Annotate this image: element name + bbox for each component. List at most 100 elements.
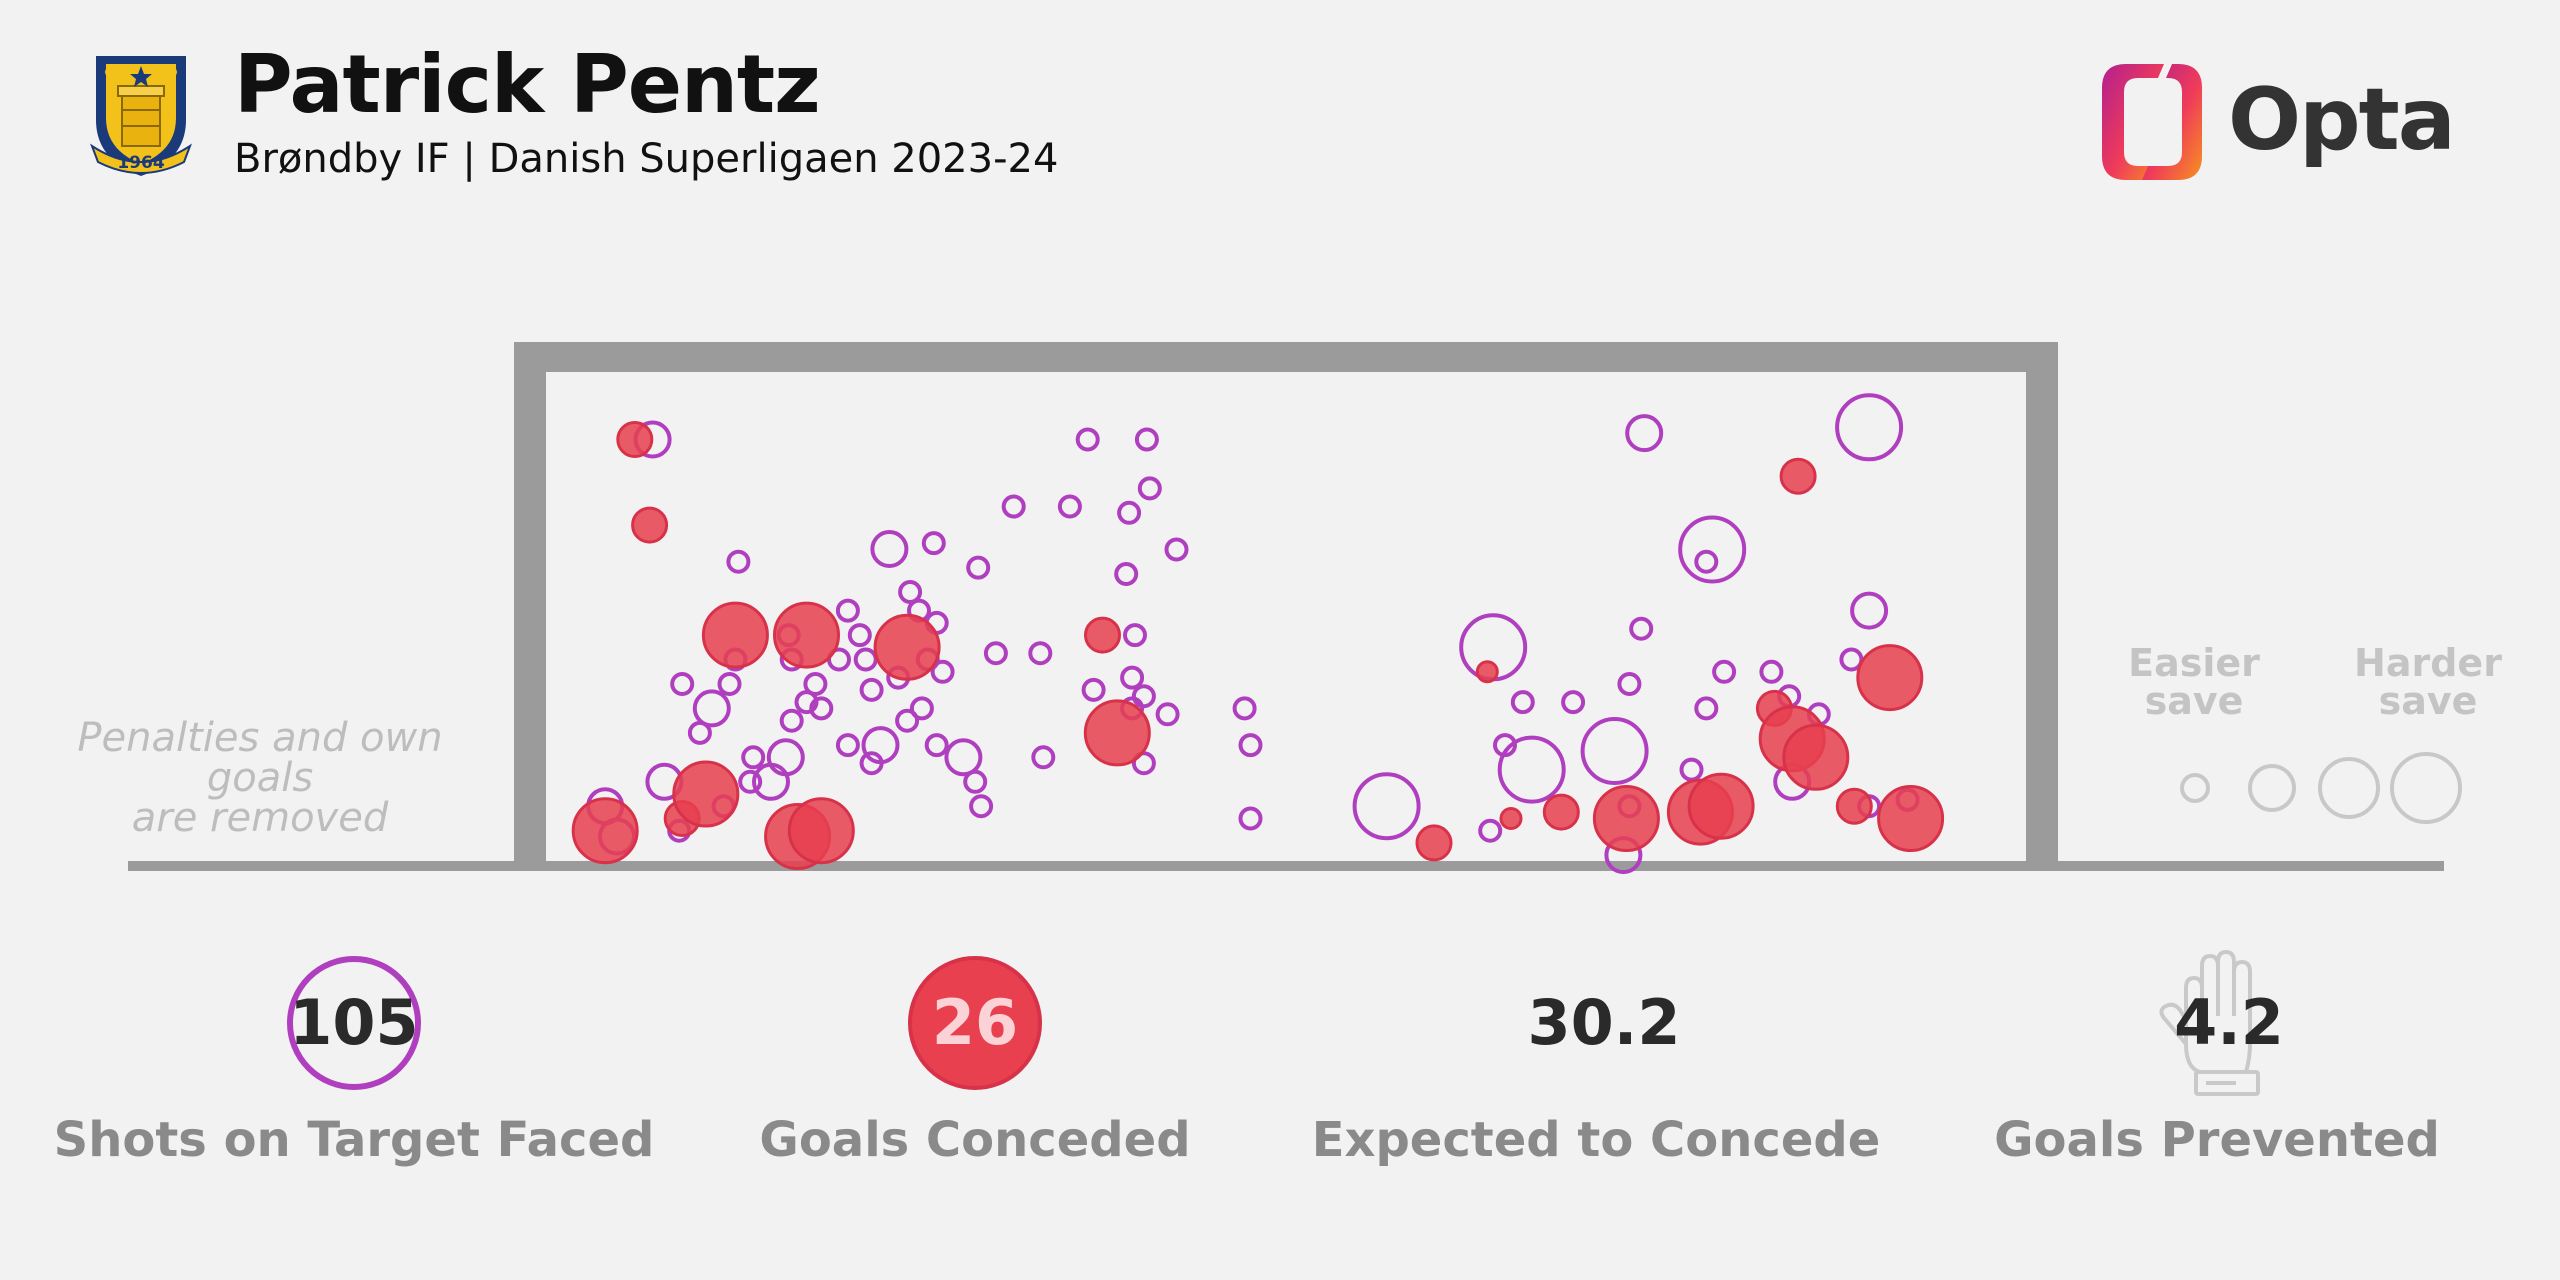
saved-shot-14 bbox=[847, 623, 872, 648]
goal-frame bbox=[128, 342, 2444, 871]
goal-shot-26 bbox=[1877, 785, 1945, 852]
saved-shot-71 bbox=[1478, 818, 1503, 843]
goal-shot-1 bbox=[616, 421, 654, 458]
saved-shot-13 bbox=[966, 555, 991, 580]
legend-easier-line2: save bbox=[2144, 679, 2244, 723]
saved-shot-80 bbox=[1712, 659, 1737, 684]
saved-shot-73 bbox=[1561, 690, 1586, 715]
saved-shot-53 bbox=[738, 769, 763, 794]
saved-shot-58 bbox=[752, 762, 790, 801]
legend-harder-line1: Harder bbox=[2354, 641, 2502, 685]
saved-shot-86 bbox=[1839, 647, 1864, 672]
saved-shot-44 bbox=[944, 738, 983, 777]
saved-shot-85 bbox=[1759, 659, 1784, 684]
shots-ring-icon bbox=[287, 956, 421, 1090]
saved-shot-11 bbox=[1057, 494, 1082, 519]
saved-shot-18 bbox=[835, 733, 860, 758]
goal-shot-22 bbox=[1782, 723, 1850, 791]
saved-shot-23 bbox=[1081, 677, 1106, 702]
saved-shot-69 bbox=[1510, 690, 1535, 715]
goal-shot-16 bbox=[1542, 793, 1580, 831]
goal-shot-12 bbox=[1084, 616, 1121, 654]
saved-shot-74 bbox=[1497, 735, 1566, 804]
goal-shot-15 bbox=[1499, 807, 1523, 830]
saved-shot-35 bbox=[794, 690, 819, 715]
saved-shot-81 bbox=[1694, 696, 1719, 721]
saved-shot-54 bbox=[717, 672, 742, 696]
opta-logo-icon bbox=[2102, 64, 2202, 180]
legend-size-3 bbox=[2318, 757, 2380, 819]
legend-easier-label: Easier save bbox=[2104, 644, 2284, 720]
saved-shot-75 bbox=[1625, 414, 1664, 453]
legend-size-4 bbox=[2390, 752, 2462, 824]
goal-shot-17 bbox=[1592, 785, 1660, 852]
saved-shot-48 bbox=[909, 696, 934, 721]
saved-shot-51 bbox=[803, 672, 828, 696]
saved-shot-66 bbox=[1238, 733, 1263, 758]
player-name: Patrick Pentz bbox=[234, 38, 821, 131]
saved-shot-25 bbox=[1155, 702, 1180, 727]
saved-shot-42 bbox=[930, 659, 955, 684]
goals-ring-icon bbox=[908, 956, 1042, 1090]
saved-shot-33 bbox=[853, 647, 878, 672]
goal-shot-11 bbox=[1083, 699, 1151, 767]
saved-shot-26 bbox=[1131, 684, 1156, 709]
goal-shot-10 bbox=[787, 797, 855, 865]
saved-shot-28 bbox=[1120, 665, 1145, 690]
saved-shot-72 bbox=[1629, 616, 1654, 641]
saved-shot-7 bbox=[1134, 427, 1159, 452]
saved-shot-65 bbox=[1238, 806, 1263, 831]
saved-shot-89 bbox=[1850, 591, 1889, 630]
shots-value: 105 bbox=[289, 986, 419, 1059]
subtitle: Brøndby IF | Danish Superligaen 2023-24 bbox=[234, 136, 1059, 182]
exclusion-note: Penalties and own goals are removed bbox=[20, 718, 500, 838]
saved-shot-67 bbox=[1352, 772, 1421, 841]
shots-layer bbox=[571, 393, 1945, 875]
legend-harder-label: Harder save bbox=[2338, 644, 2518, 720]
goals-label: Goals Conceded bbox=[759, 1112, 1191, 1168]
saved-shot-45 bbox=[969, 794, 994, 819]
saved-shot-79 bbox=[1679, 757, 1704, 782]
prevented-label: Goals Prevented bbox=[1994, 1112, 2440, 1168]
legend-easier-line1: Easier bbox=[2128, 641, 2260, 685]
xg-value: 30.2 bbox=[1527, 986, 1681, 1059]
crossbar bbox=[514, 342, 2058, 372]
prevented-value: 4.2 bbox=[2174, 986, 2284, 1059]
goal-shot-19 bbox=[1687, 772, 1755, 840]
ground-line bbox=[128, 861, 2444, 871]
saved-shot-77 bbox=[1694, 549, 1719, 574]
saved-shot-39 bbox=[898, 580, 923, 604]
goal-shot-23 bbox=[1779, 457, 1817, 495]
saved-shot-46 bbox=[963, 769, 988, 794]
saved-shot-12 bbox=[1001, 494, 1026, 519]
saved-shot-88 bbox=[1835, 393, 1904, 462]
legend-size-1 bbox=[2180, 773, 2210, 803]
saved-shot-36 bbox=[809, 696, 834, 721]
saved-shot-82 bbox=[1580, 717, 1649, 785]
saved-shot-56 bbox=[687, 720, 712, 745]
saved-shot-2 bbox=[726, 549, 751, 574]
saved-shot-50 bbox=[835, 598, 860, 623]
saved-shot-64 bbox=[1232, 696, 1257, 721]
club-crest-logo: 1964 bbox=[89, 56, 193, 176]
goal-shot-3 bbox=[701, 601, 769, 669]
goal-shot-24 bbox=[1856, 644, 1924, 712]
crest-year: 1964 bbox=[117, 153, 164, 173]
opta-brand-text: Opta bbox=[2228, 70, 2456, 170]
saved-shot-30 bbox=[670, 672, 695, 696]
glove-icon bbox=[2159, 950, 2260, 1096]
saved-shot-52 bbox=[766, 738, 805, 777]
saved-shot-55 bbox=[692, 689, 731, 728]
goal-shot-25 bbox=[1835, 787, 1873, 825]
saved-shot-9 bbox=[1137, 476, 1162, 501]
goals-value: 26 bbox=[931, 986, 1019, 1059]
saved-shot-57 bbox=[741, 745, 766, 770]
saved-shot-10 bbox=[1117, 500, 1142, 525]
saved-shot-19 bbox=[1164, 537, 1189, 562]
xg-label: Expected to Concede bbox=[1311, 1112, 1881, 1168]
goal-shot-4 bbox=[773, 601, 840, 669]
saved-shot-22 bbox=[983, 641, 1008, 666]
saved-shot-37 bbox=[895, 708, 920, 733]
